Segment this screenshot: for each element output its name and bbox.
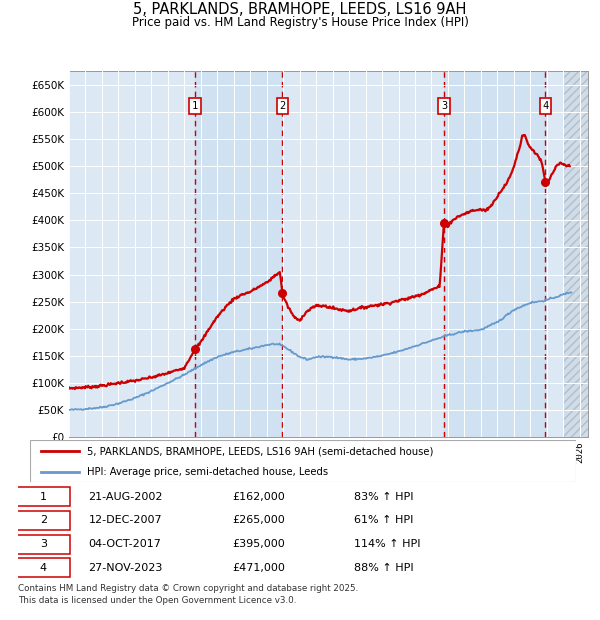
Bar [195,71,283,437]
Text: 2: 2 [40,515,47,525]
Text: 114% ↑ HPI: 114% ↑ HPI [353,539,420,549]
Text: 21-AUG-2002: 21-AUG-2002 [89,492,163,502]
Text: 04-OCT-2017: 04-OCT-2017 [89,539,161,549]
Text: 3: 3 [441,101,447,111]
Text: 1: 1 [192,101,198,111]
Text: HPI: Average price, semi-detached house, Leeds: HPI: Average price, semi-detached house,… [88,467,328,477]
Text: 2: 2 [279,101,286,111]
Text: 5, PARKLANDS, BRAMHOPE, LEEDS, LS16 9AH: 5, PARKLANDS, BRAMHOPE, LEEDS, LS16 9AH [133,2,467,17]
Text: 88% ↑ HPI: 88% ↑ HPI [353,563,413,573]
Text: 3: 3 [40,539,47,549]
Text: 1: 1 [40,492,47,502]
Text: 83% ↑ HPI: 83% ↑ HPI [353,492,413,502]
Text: 61% ↑ HPI: 61% ↑ HPI [353,515,413,525]
FancyBboxPatch shape [16,511,70,530]
Text: £265,000: £265,000 [232,515,285,525]
Text: £395,000: £395,000 [232,539,285,549]
FancyBboxPatch shape [16,559,70,577]
Text: 4: 4 [40,563,47,573]
FancyBboxPatch shape [16,534,70,554]
Text: 12-DEC-2007: 12-DEC-2007 [89,515,162,525]
FancyBboxPatch shape [16,487,70,506]
Text: Contains HM Land Registry data © Crown copyright and database right 2025.
This d: Contains HM Land Registry data © Crown c… [18,584,358,605]
Bar [563,71,588,437]
Text: Price paid vs. HM Land Registry's House Price Index (HPI): Price paid vs. HM Land Registry's House … [131,16,469,29]
Text: 4: 4 [542,101,548,111]
FancyBboxPatch shape [30,440,576,482]
Text: £471,000: £471,000 [232,563,285,573]
Text: £162,000: £162,000 [232,492,285,502]
Text: 5, PARKLANDS, BRAMHOPE, LEEDS, LS16 9AH (semi-detached house): 5, PARKLANDS, BRAMHOPE, LEEDS, LS16 9AH … [88,446,434,456]
Text: 27-NOV-2023: 27-NOV-2023 [89,563,163,573]
Bar [444,71,545,437]
